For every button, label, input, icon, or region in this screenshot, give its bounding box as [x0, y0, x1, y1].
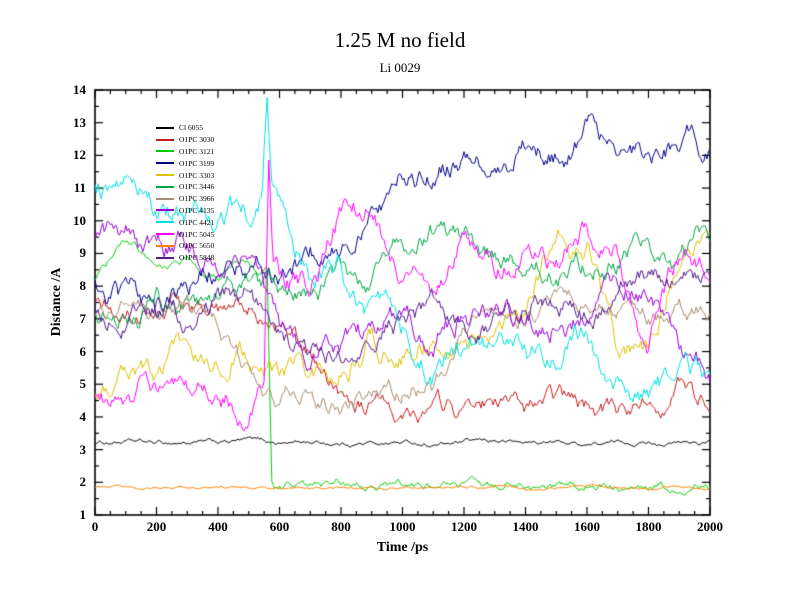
legend-label: Cl 6055	[179, 123, 203, 133]
legend-item: O1PC 3030	[156, 134, 214, 146]
legend-item: O1PC 3966	[156, 193, 214, 205]
y-tick-label: 11	[73, 180, 86, 196]
y-tick-label: 5	[79, 376, 87, 392]
y-tick-label: 7	[79, 310, 87, 326]
x-tick-label: 600	[269, 519, 290, 534]
legend-line-swatch	[156, 233, 174, 236]
x-tick-label: 0	[91, 519, 99, 534]
plot-title: 1.25 M no field	[334, 28, 466, 52]
legend-label: O1PC 3121	[179, 146, 215, 156]
legend-label: O1PC 3199	[179, 158, 215, 168]
y-tick-label: 1	[79, 507, 87, 522]
legend-label: O1PC 3966	[179, 194, 215, 204]
legend-label: O1PC 3303	[179, 170, 215, 180]
y-tick-label: 13	[73, 114, 86, 130]
y-tick-label: 9	[79, 245, 87, 261]
legend-line-swatch	[156, 197, 174, 200]
plot-subtitle: Li 0029	[379, 60, 421, 75]
y-tick-label: 4	[79, 408, 87, 424]
legend-item: O1PC 4135	[156, 205, 214, 217]
legend-line-swatch	[156, 185, 174, 188]
x-axis-label: Time /ps	[376, 540, 429, 555]
legend-label: O1PC 3030	[179, 135, 215, 145]
y-tick-label: 2	[79, 474, 87, 490]
legend-line-swatch	[156, 138, 174, 141]
legend-line-swatch	[156, 221, 174, 224]
legend-label: O1PC 4135	[179, 205, 215, 215]
x-tick-label: 1400	[512, 519, 539, 534]
y-tick-label: 8	[79, 278, 87, 294]
legend-label: O1PC 5650	[179, 241, 215, 251]
legend-label: O1PC 4421	[179, 217, 215, 227]
legend-item: O1PC 4421	[156, 216, 214, 228]
y-tick-label: 3	[79, 441, 87, 457]
x-tick-label: 1800	[635, 519, 662, 534]
legend-label: O1PC 5045	[179, 229, 215, 239]
y-tick-label: 12	[73, 147, 86, 163]
y-tick-label: 10	[73, 212, 86, 228]
legend-line-swatch	[156, 162, 174, 165]
legend-line-swatch	[156, 244, 174, 247]
legend-item: O1PC 5848	[156, 252, 214, 264]
legend-item: O1PC 5045	[156, 228, 214, 240]
x-tick-label: 800	[331, 519, 351, 534]
x-tick-label: 1000	[389, 519, 416, 534]
legend-label: O1PC 5848	[179, 253, 215, 263]
x-tick-label: 200	[146, 519, 167, 534]
legend-item: O1PC 3199	[156, 157, 214, 169]
legend-item: Cl 6055	[156, 122, 214, 134]
legend-line-swatch	[156, 256, 174, 259]
legend: Cl 6055 O1PC 3030 O1PC 3121 O1PC 3199 O1PC 3…	[156, 122, 214, 264]
x-tick-label: 1600	[574, 519, 600, 534]
legend-line-swatch	[156, 126, 174, 129]
legend-item: O1PC 3446	[156, 181, 214, 193]
x-tick-label: 400	[208, 519, 228, 534]
y-tick-label: 14	[73, 82, 86, 97]
x-tick-label: 2000	[697, 519, 723, 534]
legend-item: O1PC 3303	[156, 169, 214, 181]
legend-label: O1PC 3446	[179, 182, 215, 192]
legend-line-swatch	[156, 209, 174, 212]
legend-line-swatch	[156, 174, 174, 177]
legend-item: O1PC 5650	[156, 240, 214, 252]
x-tick-label: 1200	[451, 519, 477, 534]
legend-line-swatch	[156, 150, 174, 153]
legend-item: O1PC 3121	[156, 146, 214, 158]
y-tick-label: 6	[79, 343, 87, 359]
